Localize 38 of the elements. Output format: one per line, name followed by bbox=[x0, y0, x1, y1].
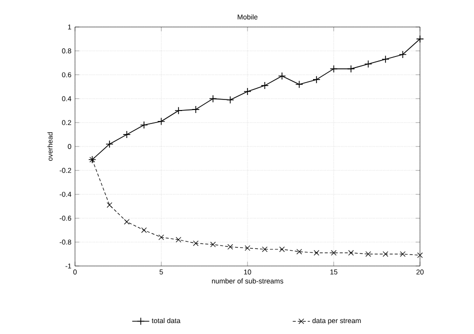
point bbox=[382, 251, 388, 257]
point bbox=[244, 245, 250, 251]
point bbox=[192, 240, 199, 246]
point bbox=[192, 106, 200, 114]
point bbox=[210, 242, 216, 248]
point bbox=[400, 251, 406, 257]
point bbox=[278, 72, 286, 80]
point bbox=[226, 96, 234, 104]
point bbox=[157, 117, 166, 126]
point bbox=[227, 244, 234, 250]
point bbox=[140, 121, 148, 129]
point bbox=[330, 64, 338, 73]
point bbox=[330, 250, 337, 256]
point bbox=[106, 202, 112, 208]
point bbox=[314, 250, 320, 256]
point bbox=[365, 251, 372, 257]
point bbox=[295, 80, 304, 88]
point bbox=[262, 246, 268, 252]
point bbox=[382, 55, 390, 64]
point bbox=[312, 76, 320, 84]
point bbox=[417, 252, 423, 258]
point bbox=[124, 219, 130, 225]
point bbox=[260, 82, 269, 90]
point bbox=[416, 35, 424, 43]
point bbox=[348, 250, 354, 256]
point bbox=[209, 94, 217, 103]
point bbox=[279, 246, 285, 252]
point bbox=[176, 236, 182, 242]
point bbox=[347, 64, 355, 73]
point bbox=[158, 234, 164, 240]
point bbox=[244, 88, 252, 96]
point bbox=[364, 60, 372, 68]
point bbox=[398, 50, 407, 58]
point bbox=[122, 130, 131, 138]
point bbox=[174, 106, 182, 115]
point bbox=[296, 248, 302, 254]
point bbox=[106, 140, 114, 148]
point bbox=[141, 227, 147, 233]
